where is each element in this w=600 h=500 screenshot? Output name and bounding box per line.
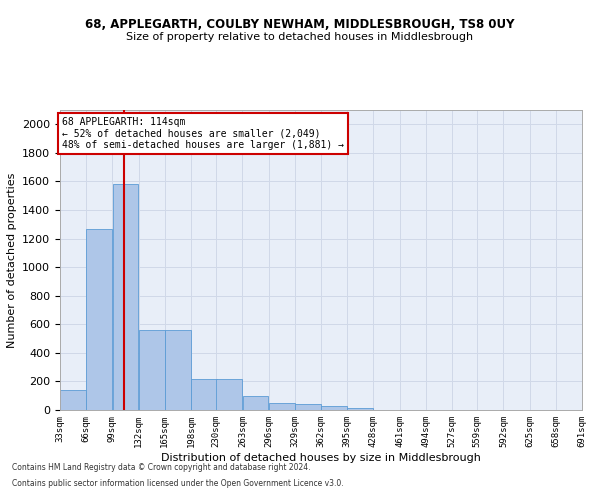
Bar bbox=[269, 403, 295, 410]
Bar bbox=[165, 330, 191, 410]
Y-axis label: Number of detached properties: Number of detached properties bbox=[7, 172, 17, 348]
Text: Contains HM Land Registry data © Crown copyright and database right 2024.: Contains HM Land Registry data © Crown c… bbox=[12, 464, 311, 472]
X-axis label: Distribution of detached houses by size in Middlesbrough: Distribution of detached houses by size … bbox=[161, 452, 481, 462]
Text: 68, APPLEGARTH, COULBY NEWHAM, MIDDLESBROUGH, TS8 0UY: 68, APPLEGARTH, COULBY NEWHAM, MIDDLESBR… bbox=[85, 18, 515, 30]
Bar bbox=[191, 378, 217, 410]
Bar bbox=[347, 408, 373, 410]
Bar bbox=[242, 396, 268, 410]
Bar bbox=[295, 404, 321, 410]
Bar bbox=[86, 230, 112, 410]
Bar bbox=[217, 378, 242, 410]
Text: Size of property relative to detached houses in Middlesbrough: Size of property relative to detached ho… bbox=[127, 32, 473, 42]
Bar bbox=[113, 184, 139, 410]
Bar bbox=[60, 390, 86, 410]
Text: 68 APPLEGARTH: 114sqm
← 52% of detached houses are smaller (2,049)
48% of semi-d: 68 APPLEGARTH: 114sqm ← 52% of detached … bbox=[62, 117, 344, 150]
Bar bbox=[139, 330, 164, 410]
Text: Contains public sector information licensed under the Open Government Licence v3: Contains public sector information licen… bbox=[12, 478, 344, 488]
Bar bbox=[321, 406, 347, 410]
